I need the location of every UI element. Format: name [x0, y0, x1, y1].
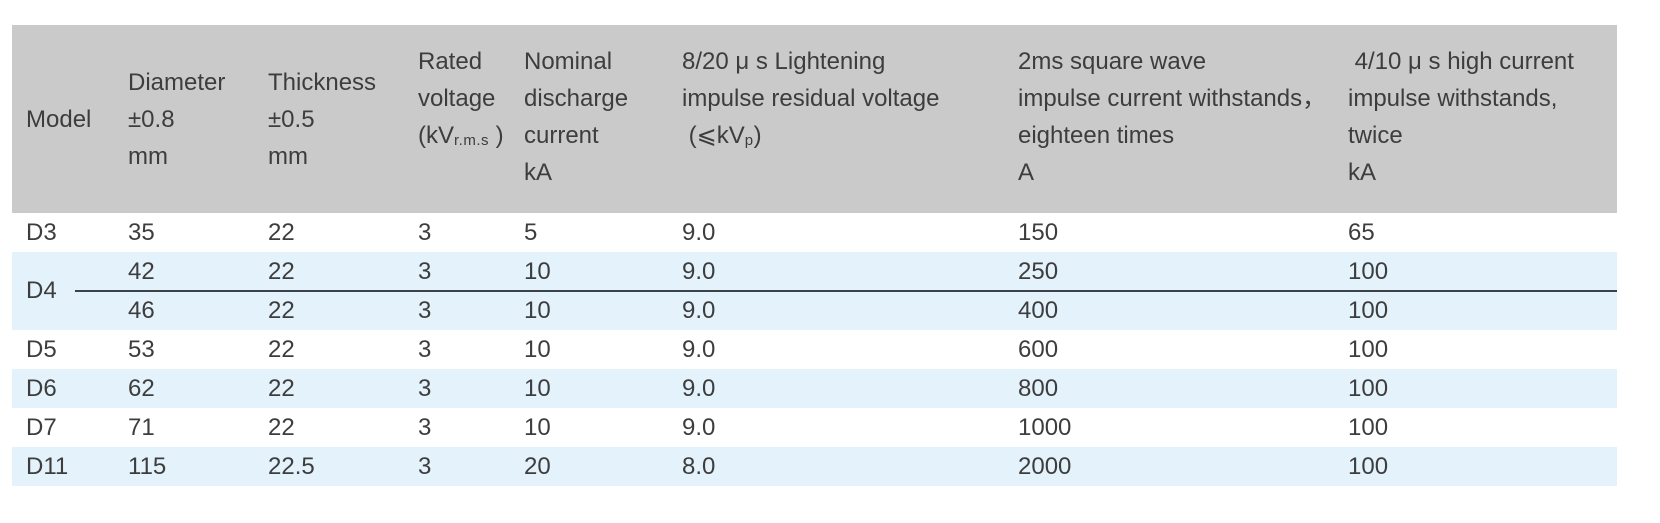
cell-square-wave-current: 400	[1004, 291, 1334, 330]
cell-square-wave-current: 600	[1004, 330, 1334, 369]
cell-diameter: 35	[114, 213, 254, 252]
cell-discharge-current: 20	[510, 447, 668, 486]
rated-voltage-line1: Rated	[418, 48, 483, 75]
table-row-d4-upper: D4 42 22 3 10 9.0 250 100	[12, 252, 1617, 330]
column-header-diameter: Diameter ±0.8 mm	[114, 25, 254, 213]
cell-high-current-impulse: 100	[1334, 252, 1617, 291]
cell-diameter: 115	[114, 447, 254, 486]
cell-thickness: 22	[254, 252, 404, 291]
cell-high-current-impulse: 65	[1334, 213, 1617, 252]
column-header-model-label: Model	[26, 105, 92, 133]
column-header-thickness: Thickness ±0.5 mm	[254, 25, 404, 213]
table-row-d11: D11 115 22.5 3 20 8.0 2000 100	[12, 447, 1617, 486]
column-header-high-current: 4/10 μ s high current impulse withstands…	[1334, 25, 1617, 213]
table-row-d6: D6 62 22 3 10 9.0 800 100	[12, 369, 1617, 408]
cell-thickness: 22	[254, 291, 404, 330]
column-header-nominal-discharge-label: Nominal discharge current kA	[524, 48, 629, 186]
residual-voltage-unit: (⩽kVp)	[682, 122, 762, 149]
cell-discharge-current: 10	[510, 369, 668, 408]
column-header-square-wave: 2ms square wave impulse current withstan…	[1004, 25, 1334, 213]
table-row-d7: D7 71 22 3 10 9.0 1000 100	[12, 408, 1617, 447]
cell-residual-voltage: 9.0	[668, 252, 1004, 291]
cell-square-wave-current: 2000	[1004, 447, 1334, 486]
column-header-high-current-label: 4/10 μ s high current impulse withstands…	[1348, 48, 1574, 186]
cell-square-wave-current: 150	[1004, 213, 1334, 252]
cell-rated-voltage: 3	[404, 330, 510, 369]
residual-voltage-line1: 8/20 μ s Lightening	[682, 48, 886, 75]
residual-voltage-line2: impulse residual voltage	[682, 85, 940, 112]
cell-diameter: 53	[114, 330, 254, 369]
rms-subscript: r.m.s	[454, 132, 489, 149]
cell-diameter: 46	[114, 291, 254, 330]
cell-high-current-impulse: 100	[1334, 291, 1617, 330]
cell-high-current-impulse: 100	[1334, 330, 1617, 369]
table-header-row: Model Diameter ±0.8 mm Thickness ±0.5 mm…	[12, 25, 1617, 213]
table-row-d3: D3 35 22 3 5 9.0 150 65	[12, 213, 1617, 252]
cell-rated-voltage: 3	[404, 291, 510, 330]
cell-residual-voltage: 9.0	[668, 330, 1004, 369]
rated-voltage-line2: voltage	[418, 85, 496, 112]
cell-thickness: 22	[254, 408, 404, 447]
cell-discharge-current: 10	[510, 252, 668, 291]
cell-thickness: 22.5	[254, 447, 404, 486]
column-header-rated-voltage: Rated voltage (kVr.m.s )	[404, 25, 510, 213]
cell-diameter: 42	[114, 252, 254, 291]
column-header-residual-voltage: 8/20 μ s Lightening impulse residual vol…	[668, 25, 1004, 213]
spec-table-container: Model Diameter ±0.8 mm Thickness ±0.5 mm…	[12, 25, 1617, 486]
cell-thickness: 22	[254, 213, 404, 252]
cell-model: D6	[12, 369, 114, 408]
cell-diameter: 71	[114, 408, 254, 447]
cell-square-wave-current: 800	[1004, 369, 1334, 408]
cell-residual-voltage: 9.0	[668, 408, 1004, 447]
table-row-d4-lower: 46 22 3 10 9.0 400 100	[12, 291, 1617, 330]
cell-model: D7	[12, 408, 114, 447]
cell-rated-voltage: 3	[404, 213, 510, 252]
cell-residual-voltage: 9.0	[668, 213, 1004, 252]
cell-thickness: 22	[254, 369, 404, 408]
spec-table: Model Diameter ±0.8 mm Thickness ±0.5 mm…	[12, 25, 1617, 486]
cell-model: D5	[12, 330, 114, 369]
table-row-d5: D5 53 22 3 10 9.0 600 100	[12, 330, 1617, 369]
cell-rated-voltage: 3	[404, 252, 510, 291]
cell-discharge-current: 10	[510, 291, 668, 330]
cell-rated-voltage: 3	[404, 447, 510, 486]
column-header-nominal-discharge: Nominal discharge current kA	[510, 25, 668, 213]
cell-discharge-current: 10	[510, 408, 668, 447]
cell-residual-voltage: 8.0	[668, 447, 1004, 486]
cell-high-current-impulse: 100	[1334, 408, 1617, 447]
column-header-diameter-label: Diameter ±0.8 mm	[128, 68, 226, 170]
cell-residual-voltage: 9.0	[668, 291, 1004, 330]
cell-model: D3	[12, 213, 114, 252]
cell-thickness: 22	[254, 330, 404, 369]
cell-residual-voltage: 9.0	[668, 369, 1004, 408]
cell-diameter: 62	[114, 369, 254, 408]
column-header-model: Model	[12, 25, 114, 213]
cell-rated-voltage: 3	[404, 408, 510, 447]
cell-high-current-impulse: 100	[1334, 369, 1617, 408]
cell-rated-voltage: 3	[404, 369, 510, 408]
cell-square-wave-current: 250	[1004, 252, 1334, 291]
cell-model-d4-merged: D4	[12, 252, 114, 330]
cell-model: D11	[12, 447, 114, 486]
column-header-square-wave-label: 2ms square wave impulse current withstan…	[1018, 48, 1327, 186]
column-header-thickness-label: Thickness ±0.5 mm	[268, 68, 377, 170]
cell-square-wave-current: 1000	[1004, 408, 1334, 447]
rated-voltage-unit: (kVr.m.s )	[418, 122, 504, 149]
cell-high-current-impulse: 100	[1334, 447, 1617, 486]
cell-discharge-current: 10	[510, 330, 668, 369]
kvp-subscript: p	[744, 132, 754, 149]
cell-discharge-current: 5	[510, 213, 668, 252]
